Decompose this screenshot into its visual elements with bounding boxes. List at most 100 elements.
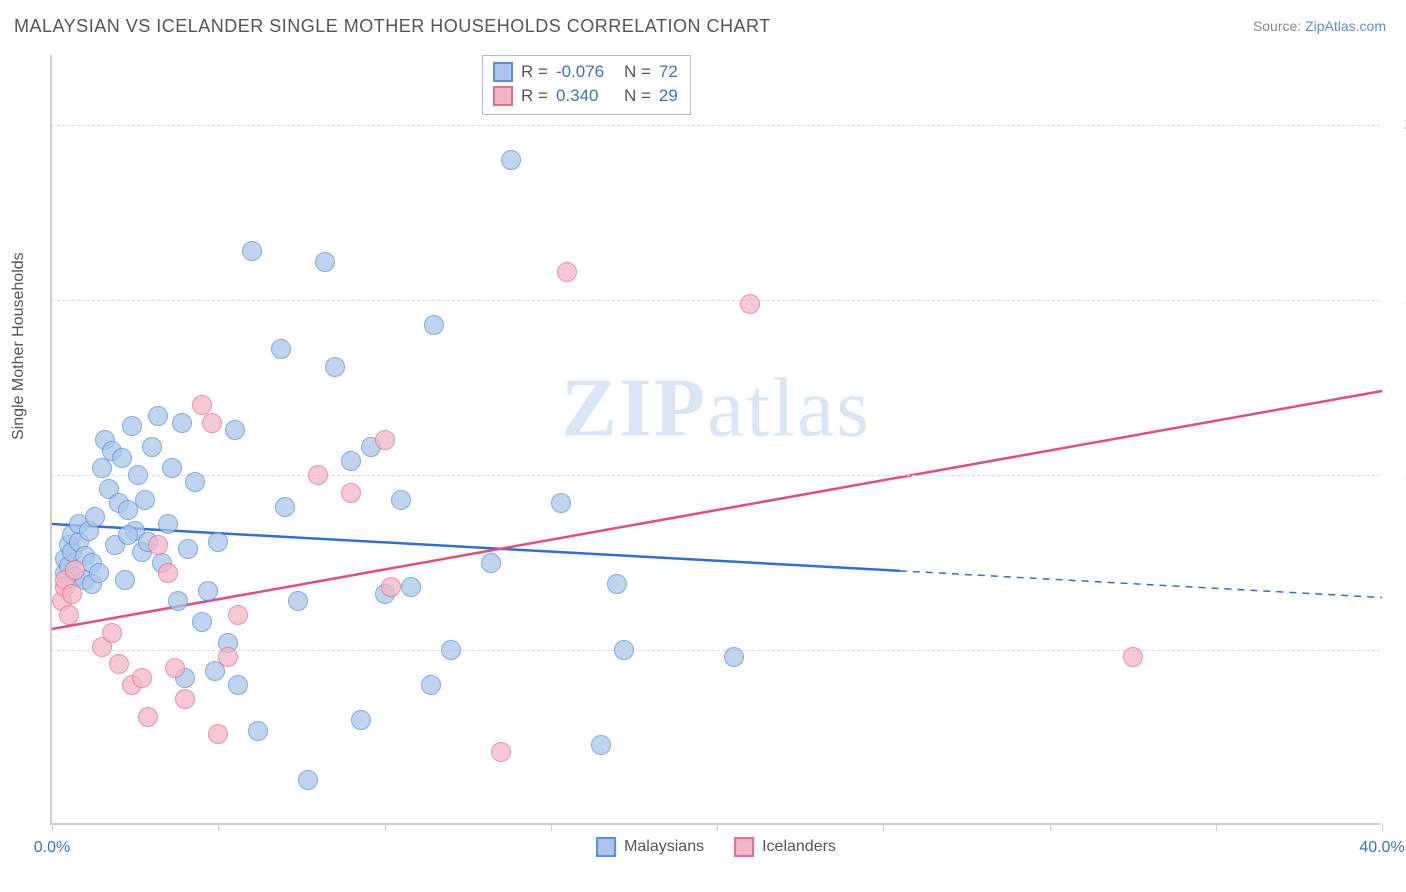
data-point-icelanders <box>62 584 82 604</box>
data-point-malaysians <box>135 490 155 510</box>
x-tick-mark <box>551 823 552 831</box>
data-point-malaysians <box>481 553 501 573</box>
x-tick-mark <box>883 823 884 831</box>
data-point-icelanders <box>228 605 248 625</box>
data-point-malaysians <box>242 241 262 261</box>
data-point-icelanders <box>491 742 511 762</box>
data-point-icelanders <box>375 430 395 450</box>
data-point-malaysians <box>275 497 295 517</box>
data-point-malaysians <box>115 570 135 590</box>
data-point-malaysians <box>89 563 109 583</box>
data-point-malaysians <box>591 735 611 755</box>
data-point-malaysians <box>198 581 218 601</box>
x-tick-label: 0.0% <box>34 839 70 857</box>
data-point-malaysians <box>421 675 441 695</box>
legend-item-malaysians: Malaysians <box>596 837 704 857</box>
data-point-icelanders <box>218 647 238 667</box>
data-point-malaysians <box>128 465 148 485</box>
data-point-malaysians <box>401 577 421 597</box>
chart-title: MALAYSIAN VS ICELANDER SINGLE MOTHER HOU… <box>14 16 771 37</box>
data-point-malaysians <box>424 315 444 335</box>
data-point-icelanders <box>165 658 185 678</box>
data-point-malaysians <box>607 574 627 594</box>
regression-line-icelanders <box>52 391 1382 629</box>
y-axis-label: Single Mother Households <box>10 252 28 440</box>
source-attribution: Source: ZipAtlas.com <box>1253 18 1386 34</box>
data-point-icelanders <box>158 563 178 583</box>
x-tick-mark <box>1382 823 1383 831</box>
x-tick-mark <box>385 823 386 831</box>
x-tick-label: 40.0% <box>1359 839 1404 857</box>
data-point-malaysians <box>225 420 245 440</box>
gridline <box>52 125 1380 126</box>
data-point-icelanders <box>109 654 129 674</box>
data-point-icelanders <box>175 689 195 709</box>
data-point-malaysians <box>441 640 461 660</box>
legend-label-icelanders: Icelanders <box>762 838 836 856</box>
source-link[interactable]: ZipAtlas.com <box>1305 18 1386 34</box>
data-point-malaysians <box>148 406 168 426</box>
data-point-malaysians <box>551 493 571 513</box>
plot-area: ZIPatlas R =-0.076N =72R =0.340N =29 Mal… <box>50 55 1380 825</box>
data-point-malaysians <box>271 339 291 359</box>
data-point-malaysians <box>118 525 138 545</box>
data-point-icelanders <box>102 623 122 643</box>
data-point-malaysians <box>391 490 411 510</box>
x-tick-mark <box>717 823 718 831</box>
data-point-malaysians <box>325 357 345 377</box>
y-tick-label: 10.0% <box>1390 466 1406 484</box>
data-point-malaysians <box>185 472 205 492</box>
data-point-icelanders <box>138 707 158 727</box>
source-prefix: Source: <box>1253 18 1305 34</box>
data-point-icelanders <box>341 483 361 503</box>
data-point-icelanders <box>208 724 228 744</box>
data-point-malaysians <box>122 416 142 436</box>
x-tick-mark <box>218 823 219 831</box>
data-point-malaysians <box>92 458 112 478</box>
legend-swatch-icelanders <box>734 837 754 857</box>
x-tick-mark <box>52 823 53 831</box>
data-point-icelanders <box>202 413 222 433</box>
gridline <box>52 300 1380 301</box>
data-point-malaysians <box>248 721 268 741</box>
data-point-icelanders <box>132 668 152 688</box>
data-point-malaysians <box>112 448 132 468</box>
regression-lines <box>52 55 1380 823</box>
data-point-icelanders <box>65 560 85 580</box>
data-point-malaysians <box>315 252 335 272</box>
data-point-malaysians <box>228 675 248 695</box>
y-tick-label: 15.0% <box>1390 291 1406 309</box>
data-point-malaysians <box>724 647 744 667</box>
data-point-malaysians <box>178 539 198 559</box>
data-point-icelanders <box>557 262 577 282</box>
data-point-icelanders <box>740 294 760 314</box>
regression-line-dashed-malaysians <box>900 571 1382 598</box>
data-point-icelanders <box>59 605 79 625</box>
data-point-malaysians <box>341 451 361 471</box>
legend-item-icelanders: Icelanders <box>734 837 836 857</box>
gridline <box>52 650 1380 651</box>
legend-label-malaysians: Malaysians <box>624 838 704 856</box>
data-point-malaysians <box>158 514 178 534</box>
data-point-malaysians <box>85 507 105 527</box>
data-point-malaysians <box>172 413 192 433</box>
data-point-malaysians <box>501 150 521 170</box>
data-point-malaysians <box>162 458 182 478</box>
data-point-icelanders <box>381 577 401 597</box>
data-point-malaysians <box>142 437 162 457</box>
data-point-malaysians <box>168 591 188 611</box>
data-point-icelanders <box>148 535 168 555</box>
legend-series: Malaysians Icelanders <box>596 837 836 857</box>
data-point-malaysians <box>208 532 228 552</box>
y-tick-label: 5.0% <box>1390 641 1406 659</box>
data-point-icelanders <box>1123 647 1143 667</box>
data-point-malaysians <box>614 640 634 660</box>
data-point-malaysians <box>192 612 212 632</box>
gridline <box>52 475 1380 476</box>
data-point-malaysians <box>288 591 308 611</box>
x-tick-mark <box>1050 823 1051 831</box>
legend-swatch-malaysians <box>596 837 616 857</box>
data-point-malaysians <box>298 770 318 790</box>
y-tick-label: 20.0% <box>1390 116 1406 134</box>
x-tick-mark <box>1216 823 1217 831</box>
